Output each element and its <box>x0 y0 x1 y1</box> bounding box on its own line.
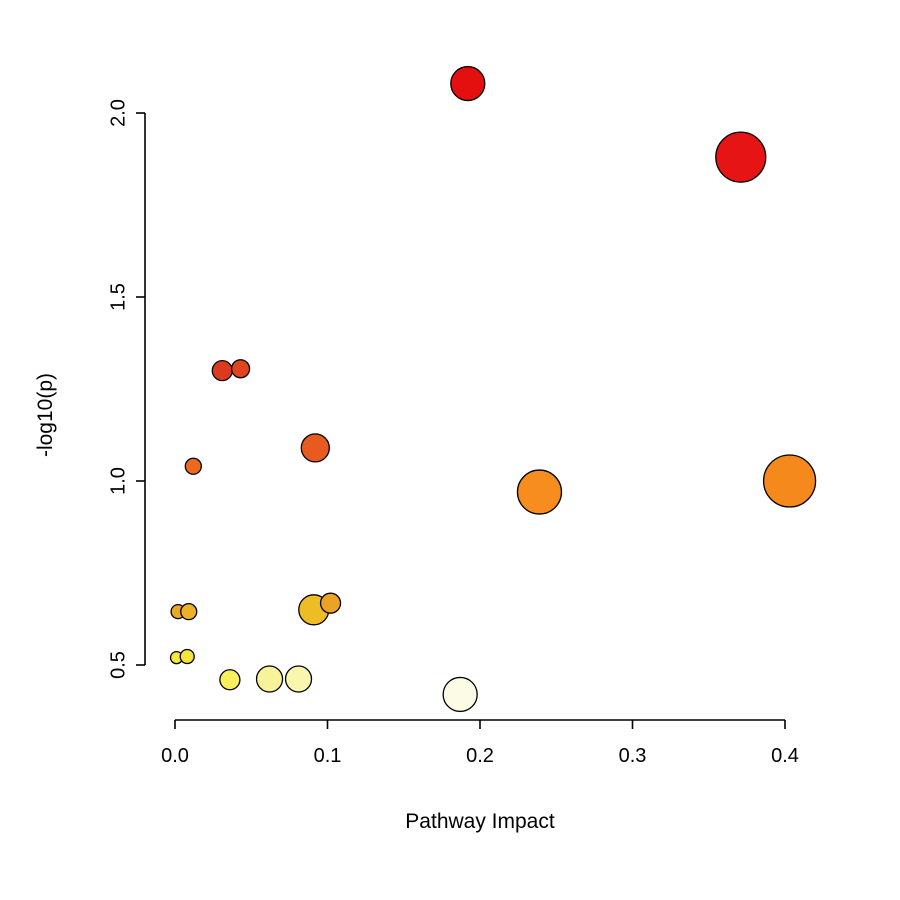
data-point <box>179 648 195 665</box>
y-tick-label: 2.0 <box>107 99 129 127</box>
x-axis: 0.0 0.1 0.2 0.3 0.4 <box>161 719 799 767</box>
data-point <box>715 131 767 183</box>
data-point <box>284 665 313 693</box>
data-point <box>211 359 233 382</box>
x-tick-label: 0.4 <box>771 745 799 767</box>
x-tick-label: 0.0 <box>161 745 189 767</box>
y-axis-title: -log10(p) <box>34 373 57 457</box>
x-tick-label: 0.3 <box>619 745 647 767</box>
data-point <box>184 457 202 475</box>
data-point <box>762 454 817 508</box>
data-point <box>450 65 486 102</box>
y-tick-label: 1.0 <box>107 467 129 495</box>
y-tick-label: 0.5 <box>107 651 129 679</box>
data-point <box>442 676 478 713</box>
y-tick-label: 1.5 <box>107 283 129 311</box>
data-point <box>219 669 241 691</box>
y-axis: 0.5 1.0 1.5 2.0 <box>107 99 146 679</box>
data-point <box>319 592 342 614</box>
data-point <box>516 469 563 515</box>
data-point <box>255 665 284 693</box>
x-tick-label: 0.1 <box>314 745 342 767</box>
data-points <box>169 65 817 713</box>
data-point <box>180 602 198 621</box>
data-point <box>300 433 330 463</box>
x-axis-title: Pathway Impact <box>405 810 555 833</box>
x-tick-label: 0.2 <box>466 745 494 767</box>
data-point <box>230 359 251 379</box>
